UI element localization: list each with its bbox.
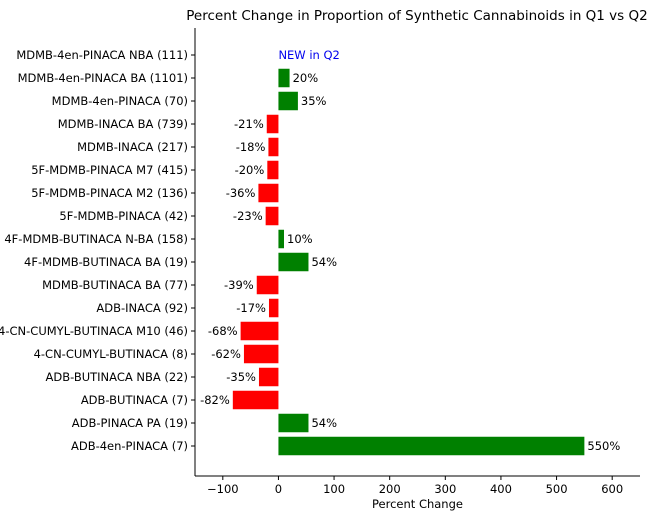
chart-title: Percent Change in Proportion of Syntheti… bbox=[186, 8, 647, 24]
bar bbox=[258, 367, 279, 387]
bar bbox=[278, 229, 284, 249]
bar bbox=[268, 137, 279, 157]
x-tick-label: 200 bbox=[379, 482, 401, 496]
data-label: 550% bbox=[587, 439, 620, 453]
bar bbox=[232, 390, 279, 410]
y-axis-ticks: MDMB-4en-PINACA NBA (111) MDMB-4en-PINACA… bbox=[0, 48, 195, 453]
y-tick-label: MDMB-INACA BA (739) bbox=[58, 117, 188, 131]
bar bbox=[267, 160, 279, 180]
x-axis-label: Percent Change bbox=[372, 497, 463, 511]
y-tick-label: 4-CN-CUMYL-BUTINACA (8) bbox=[34, 347, 188, 361]
bar bbox=[256, 275, 279, 295]
y-tick-label: MDMB-INACA (217) bbox=[77, 140, 188, 154]
data-label: -18% bbox=[236, 140, 266, 154]
bar bbox=[278, 91, 298, 111]
y-tick-label: MDMB-4en-PINACA (70) bbox=[52, 94, 188, 108]
data-label: 35% bbox=[301, 94, 327, 108]
data-label: -62% bbox=[211, 347, 241, 361]
bars-group bbox=[232, 68, 585, 456]
y-tick-label: 5F-MDMB-PINACA M2 (136) bbox=[31, 186, 188, 200]
bar bbox=[240, 321, 279, 341]
bar bbox=[243, 344, 279, 364]
y-tick-label: ADB-PINACA PA (19) bbox=[72, 416, 188, 430]
y-tick-label: MDMB-4en-PINACA NBA (111) bbox=[16, 48, 188, 62]
y-tick-label: 5F-MDMB-PINACA (42) bbox=[59, 209, 188, 223]
bar bbox=[266, 114, 279, 134]
data-label-note: NEW in Q2 bbox=[278, 48, 339, 62]
x-axis-ticks: −100 0 100 200 300 400 500 600 bbox=[207, 476, 623, 496]
x-tick-label: 600 bbox=[601, 482, 623, 496]
data-label: -23% bbox=[233, 209, 263, 223]
bar bbox=[278, 413, 309, 433]
y-tick-label: ADB-BUTINACA NBA (22) bbox=[45, 370, 188, 384]
y-tick-label: 4F-MDMB-BUTINACA N-BA (158) bbox=[4, 232, 188, 246]
y-tick-label: ADB-4en-PINACA (7) bbox=[71, 439, 188, 453]
data-label: -21% bbox=[234, 117, 264, 131]
y-tick-label: ADB-BUTINACA (7) bbox=[81, 393, 188, 407]
bar bbox=[258, 183, 279, 203]
y-tick-label: 4F-MDMB-BUTINACA BA (19) bbox=[24, 255, 188, 269]
x-tick-label: 300 bbox=[434, 482, 456, 496]
data-label: -17% bbox=[236, 301, 266, 315]
bar bbox=[278, 68, 290, 88]
data-labels-group: NEW in Q2 20% 35% -21% -18% -20% -36% -23% 10% 54… bbox=[200, 48, 620, 453]
y-tick-label: ADB-INACA (92) bbox=[96, 301, 188, 315]
x-tick-label: 0 bbox=[275, 482, 282, 496]
data-label: -20% bbox=[235, 163, 265, 177]
bar bbox=[265, 206, 279, 226]
data-label: -39% bbox=[224, 278, 254, 292]
data-label: -35% bbox=[226, 370, 256, 384]
bar bbox=[278, 252, 309, 272]
x-tick-label: 100 bbox=[323, 482, 345, 496]
x-tick-label: 500 bbox=[546, 482, 568, 496]
data-label: 20% bbox=[293, 71, 319, 85]
data-label: 10% bbox=[287, 232, 313, 246]
data-label: 54% bbox=[311, 255, 337, 269]
bar bbox=[278, 436, 585, 456]
data-label: -68% bbox=[208, 324, 238, 338]
bar bbox=[268, 298, 279, 318]
data-label: 54% bbox=[311, 416, 337, 430]
y-tick-label: 4-CN-CUMYL-BUTINACA M10 (46) bbox=[0, 324, 188, 338]
data-label: -82% bbox=[200, 393, 230, 407]
x-tick-label: −100 bbox=[207, 482, 239, 496]
data-label: -36% bbox=[226, 186, 256, 200]
y-tick-label: MDMB-BUTINACA BA (77) bbox=[42, 278, 188, 292]
y-tick-label: MDMB-4en-PINACA BA (1101) bbox=[18, 71, 188, 85]
x-tick-label: 400 bbox=[490, 482, 512, 496]
y-tick-label: 5F-MDMB-PINACA M7 (415) bbox=[31, 163, 188, 177]
